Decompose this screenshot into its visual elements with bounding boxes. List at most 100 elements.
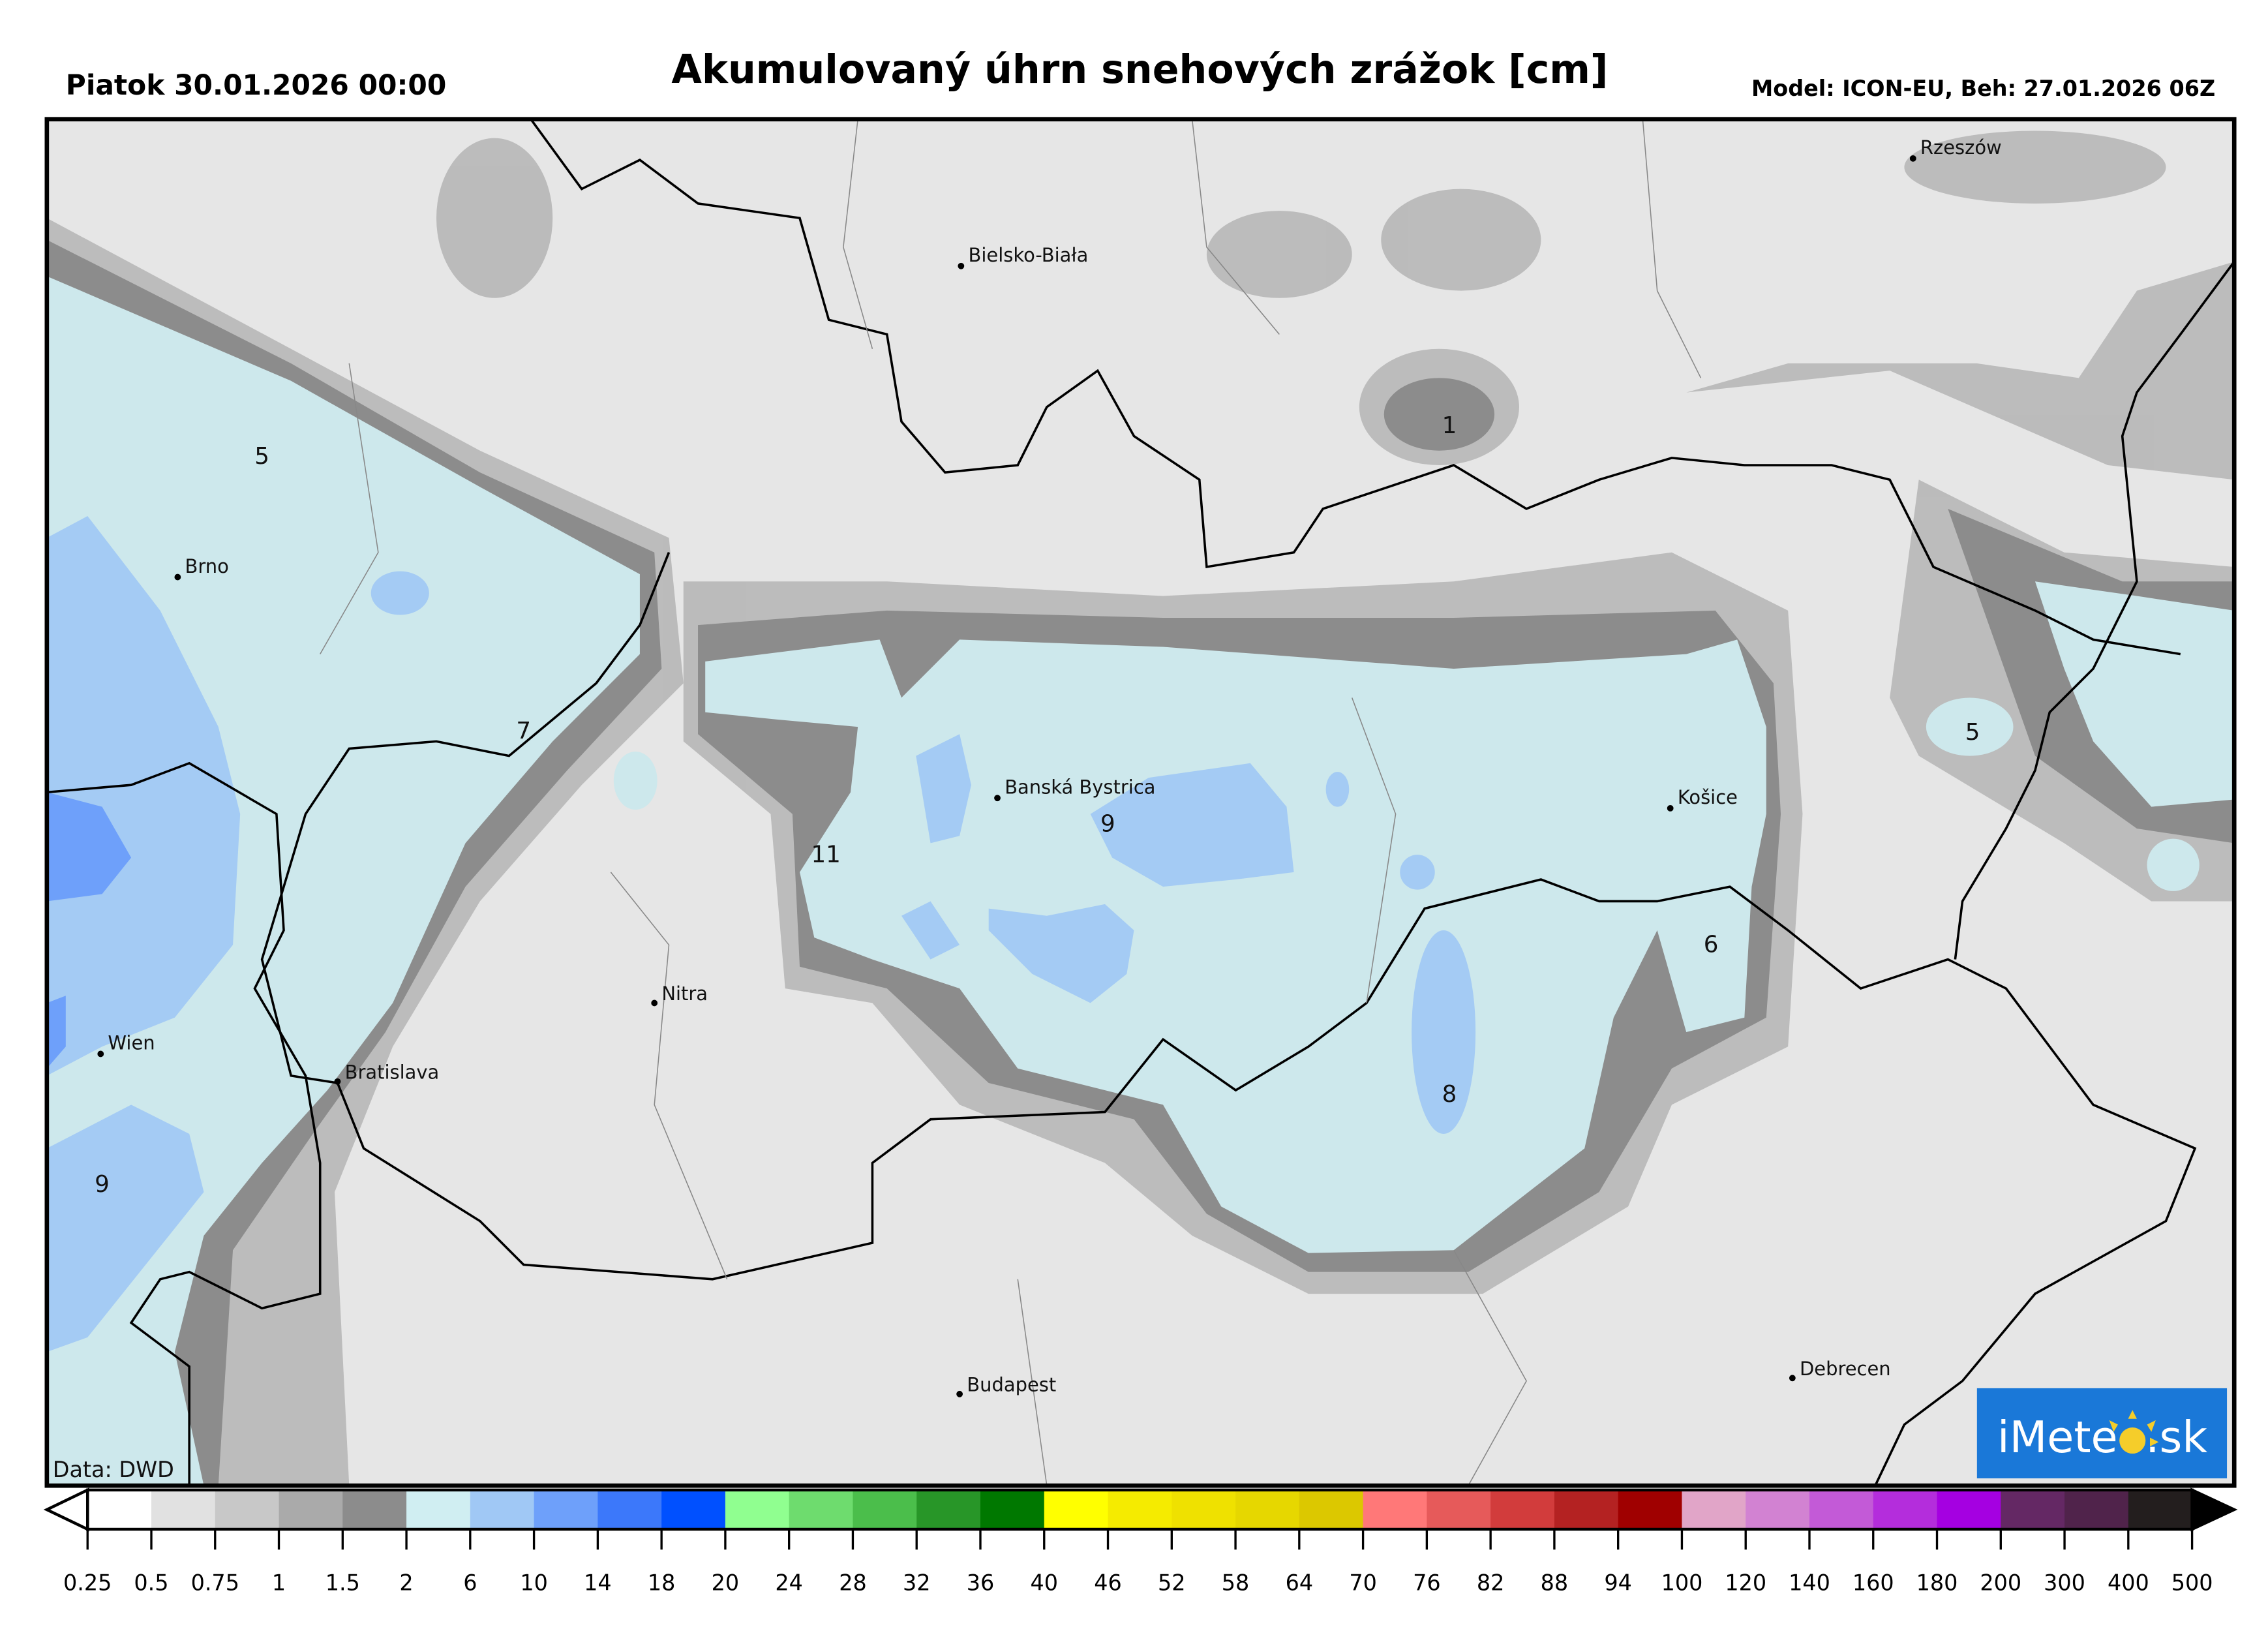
value-label: 5 — [1965, 719, 1980, 746]
value-label: 5 — [254, 443, 269, 470]
region-borders — [320, 119, 1702, 1486]
value-label: 9 — [95, 1171, 110, 1198]
value-label: 7 — [516, 718, 531, 744]
colorbar-tick-label: 40 — [1031, 1570, 1059, 1596]
city-label-bielsko-biala: Bielsko-Biała — [968, 244, 1088, 266]
colorbar-tick-label: 140 — [1789, 1570, 1830, 1596]
colorbar-segment — [1746, 1489, 1811, 1530]
colorbar-segment — [470, 1489, 535, 1530]
colorbar-tick-label: 58 — [1222, 1570, 1250, 1596]
colorbar-tick-label: 0.75 — [191, 1570, 239, 1596]
colorbar-tick-label: 70 — [1349, 1570, 1377, 1596]
city-label-kosice: Košice — [1678, 786, 1738, 808]
value-label: 6 — [1704, 931, 1719, 958]
colorbar-segment — [534, 1489, 599, 1530]
colorbar-tick-label: 160 — [1852, 1570, 1894, 1596]
colorbar-segment — [151, 1489, 216, 1530]
colorbar-segment — [789, 1489, 854, 1530]
logo-text-left: iMete — [1997, 1412, 2118, 1463]
colorbar-segment — [2001, 1489, 2066, 1530]
colorbar-segment — [1235, 1489, 1300, 1530]
colorbar-tick-label: 0.25 — [63, 1570, 112, 1596]
value-label: 8 — [1442, 1081, 1457, 1108]
colorbar-tick-label: 20 — [712, 1570, 740, 1596]
colorbar-segment — [1044, 1489, 1109, 1530]
colorbar-segment — [1427, 1489, 1492, 1530]
imeteo-logo[interactable]: iMete .sk — [1976, 1388, 2228, 1479]
snow-area-10-14cm — [46, 792, 132, 1069]
sun-icon — [2109, 1410, 2159, 1454]
colorbar-segment — [916, 1489, 982, 1530]
colorbar-tick-label: 300 — [2044, 1570, 2085, 1596]
colorbar-tick-label: 2 — [399, 1570, 413, 1596]
colorbar-segment — [1363, 1489, 1428, 1530]
value-label: 11 — [811, 841, 840, 868]
city-label-wien: Wien — [108, 1032, 155, 1054]
colorbar-tick-label: 1.5 — [325, 1570, 360, 1596]
city-markers: Rzeszów Bielsko-Biała Brno Banská Bystri… — [97, 136, 2002, 1397]
colorbar-segment — [597, 1489, 663, 1530]
colorbar-tick-label: 82 — [1477, 1570, 1505, 1596]
map-title: Akumulovaný úhrn snehových zrážok [cm] — [671, 47, 1608, 93]
colorbar-segment — [87, 1489, 153, 1530]
colorbar-tick-label: 400 — [2108, 1570, 2149, 1596]
city-label-debrecen: Debrecen — [1800, 1358, 1891, 1380]
colorbar-segment — [215, 1489, 280, 1530]
colorbar-tick-label: 10 — [520, 1570, 548, 1596]
colorbar-tick-label: 120 — [1725, 1570, 1766, 1596]
value-label: 1 — [1442, 412, 1457, 439]
map-frame — [44, 117, 2237, 1488]
model-info: Model: ICON-EU, Beh: 27.01.2026 06Z — [1751, 76, 2215, 101]
colorbar-tick-label: 1 — [272, 1570, 286, 1596]
colorbar-segment — [279, 1489, 344, 1530]
logo-background — [1976, 1388, 2228, 1479]
colorbar-tick-label: 500 — [2171, 1570, 2213, 1596]
colorbar-segment — [406, 1489, 471, 1530]
colorbar-segment — [980, 1489, 1045, 1530]
map-area[interactable]: Rzeszów Bielsko-Biała Brno Banská Bystri… — [46, 119, 2235, 1486]
colorbar-segment — [2064, 1489, 2129, 1530]
colorbar-segment — [1172, 1489, 1237, 1530]
colorbar-legend: 0.25 0.5 0.75 1 1.5 2 6 10 14 18 20 24 28 32 36 40 46 52 5… — [43, 1487, 2238, 1596]
colorbar-segment — [342, 1489, 408, 1530]
colorbar-segment — [661, 1489, 727, 1530]
city-label-nitra: Nitra — [661, 983, 708, 1005]
colorbar-tick-label: 18 — [648, 1570, 676, 1596]
colorbar-tick-label: 32 — [903, 1570, 931, 1596]
colorbar-tick-label: 100 — [1661, 1570, 1703, 1596]
city-label-banska-bystrica: Banská Bystrica — [1005, 776, 1155, 799]
city-label-budapest: Budapest — [967, 1373, 1056, 1395]
city-label-rzeszow: Rzeszów — [1920, 136, 2002, 159]
city-label-bratislava: Bratislava — [345, 1061, 440, 1083]
colorbar-tick-label: 6 — [463, 1570, 477, 1596]
data-source: Data: DWD — [53, 1457, 174, 1482]
colorbar-tick-label: 180 — [1916, 1570, 1958, 1596]
colorbar-segment — [853, 1489, 918, 1530]
colorbar-segment — [1108, 1489, 1173, 1530]
colorbar-tick-label: 64 — [1286, 1570, 1314, 1596]
colorbar-tick-label: 0.5 — [134, 1570, 168, 1596]
value-labels: 5 1 7 11 9 5 6 8 9 — [95, 412, 1980, 1198]
colorbar-segment — [1937, 1489, 2002, 1530]
colorbar-under-arrow — [43, 1487, 89, 1532]
colorbar-segment — [1873, 1489, 1938, 1530]
colorbar-tick-label: 24 — [775, 1570, 803, 1596]
colorbar-tick-label: 200 — [1980, 1570, 2021, 1596]
city-label-brno: Brno — [185, 555, 229, 577]
colorbar-outline — [85, 1488, 2194, 1531]
valid-time: Piatok 30.01.2026 00:00 — [66, 69, 447, 101]
colorbar-segment — [725, 1489, 790, 1530]
colorbar-tick-label: 76 — [1413, 1570, 1441, 1596]
colorbar-tick-label: 14 — [584, 1570, 612, 1596]
colorbar-segment — [1299, 1489, 1364, 1530]
snow-area-6-10cm — [46, 515, 1476, 1352]
logo-text-right: .sk — [2145, 1412, 2207, 1463]
colorbar-segment — [1554, 1489, 1619, 1530]
colorbar-segment — [1682, 1489, 1747, 1530]
colorbar-segment — [2128, 1489, 2193, 1530]
value-label: 9 — [1100, 811, 1115, 838]
colorbar-segment — [1809, 1489, 1874, 1530]
colorbar-tick-label: 52 — [1158, 1570, 1186, 1596]
country-borders — [46, 119, 2235, 1486]
